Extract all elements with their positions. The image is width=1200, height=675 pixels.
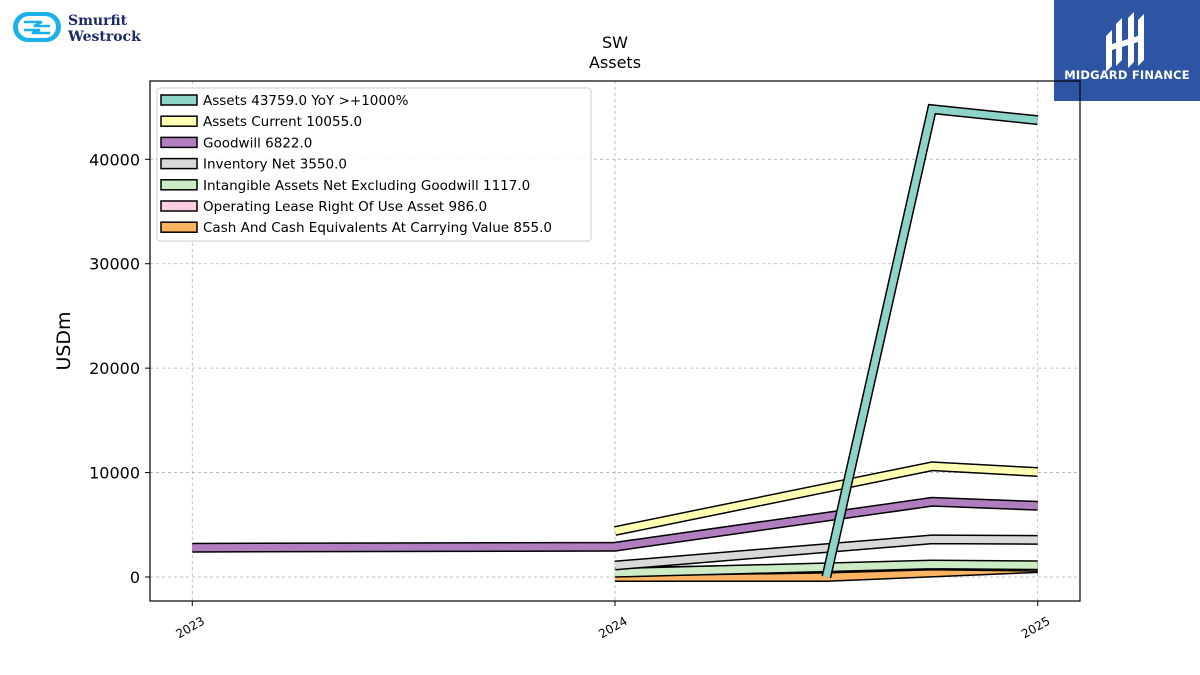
series-line xyxy=(614,560,1038,577)
series-lines xyxy=(192,103,1039,582)
y-tick-label: 10000 xyxy=(89,464,140,483)
series-line xyxy=(822,105,1039,578)
y-tick-label: 0 xyxy=(130,568,140,587)
x-tick-label: 2023 xyxy=(174,614,207,641)
midgard-emblem-icon xyxy=(1106,12,1144,72)
legend-swatch xyxy=(160,115,198,127)
brand-line-2: Westrock xyxy=(67,29,141,45)
legend-entry: Operating Lease Right Of Use Asset 986.0 xyxy=(203,199,487,215)
series-inventory-net xyxy=(614,534,1038,571)
legend-entry: Inventory Net 3550.0 xyxy=(203,157,347,173)
y-tick-label: 40000 xyxy=(89,150,140,169)
midgard-finance-logo: MIDGARD FINANCE xyxy=(1054,0,1200,101)
legend-swatch xyxy=(160,94,198,106)
legend-swatch xyxy=(160,136,198,149)
series-line xyxy=(192,498,1038,552)
series-goodwill xyxy=(192,496,1038,553)
brand-line-1: Smurfit xyxy=(68,13,128,29)
y-axis-label: USDm xyxy=(53,311,75,370)
legend-entry: Intangible Assets Net Excluding Goodwill… xyxy=(203,178,530,194)
legend-entry: Cash And Cash Equivalents At Carrying Va… xyxy=(203,220,552,236)
legend-box xyxy=(156,87,592,242)
midgard-finance-label: MIDGARD FINANCE xyxy=(1064,68,1190,82)
legend: Assets 43759.0 YoY >+1000% Assets Current… xyxy=(156,87,592,242)
legend-entry: Goodwill 6822.0 xyxy=(203,135,312,151)
legend-entry: Assets 43759.0 YoY >+1000% xyxy=(203,93,409,109)
legend-swatch xyxy=(160,221,198,233)
series-assets xyxy=(821,103,1039,579)
legend-swatch xyxy=(160,157,198,170)
legend-entry: Assets Current 10055.0 xyxy=(203,114,362,130)
y-tick-label: 20000 xyxy=(89,359,140,378)
series-assets-current xyxy=(614,461,1038,536)
y-tick-label: 30000 xyxy=(89,255,140,274)
x-tick-label: 2025 xyxy=(1019,614,1052,641)
x-tick-label: 2024 xyxy=(596,614,629,641)
legend-swatch xyxy=(160,179,198,191)
series-intangible-assets-net-excluding-goodwill xyxy=(614,559,1038,578)
axes: 0 10000 20000 30000 40000 2023 2024 2025 xyxy=(89,150,1052,641)
chart-title: SW xyxy=(602,33,628,52)
legend-swatch xyxy=(160,200,198,212)
series-line xyxy=(614,535,1038,569)
smurfit-westrock-logo: Smurfit Westrock xyxy=(12,10,162,46)
smurfit-westrock-emblem-icon xyxy=(13,12,61,42)
chart-subtitle: Assets xyxy=(589,53,641,72)
series-line xyxy=(614,462,1038,535)
